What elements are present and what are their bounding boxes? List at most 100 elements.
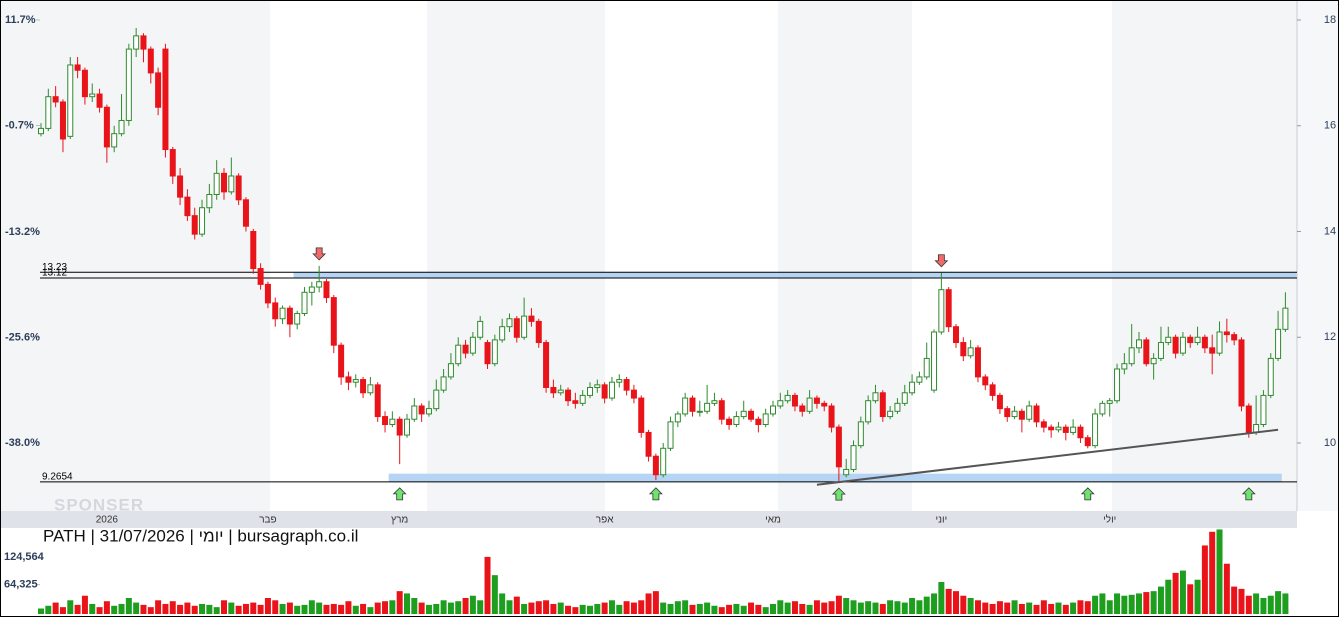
candle-body [367, 384, 374, 394]
volume-bar [191, 605, 198, 614]
volume-bar [184, 602, 191, 614]
candle-body [103, 106, 110, 148]
volume-bar [477, 600, 484, 614]
volume-bar [74, 604, 81, 614]
candle-body [616, 379, 623, 383]
volume-bar [543, 600, 550, 614]
volume-bar [733, 603, 740, 614]
volume-bar [916, 600, 923, 614]
y2-tick-label: -25.6% [5, 331, 40, 343]
candle-body [682, 397, 689, 415]
volume-bar [213, 607, 220, 614]
candle-body [704, 402, 711, 412]
volume-bar [696, 603, 703, 614]
candle-body [1040, 421, 1047, 428]
volume-bar [1282, 593, 1289, 614]
volume-bar [850, 600, 857, 614]
volume-bar [630, 602, 637, 614]
volume-bar [726, 604, 733, 614]
volume-bar [953, 591, 959, 614]
volume-bar [1128, 594, 1135, 614]
candle-body [1143, 339, 1150, 365]
candle-body [396, 418, 403, 436]
volume-bar [228, 602, 235, 614]
level-label: 13.23 [42, 262, 67, 273]
y-tick-label: 14 [1324, 225, 1336, 237]
x-tick-label: פבר [259, 515, 276, 526]
candle-body [213, 172, 220, 196]
volume-bar [352, 605, 359, 614]
volume-bar [1055, 602, 1062, 614]
candle-body [835, 426, 842, 468]
candle-body [565, 389, 572, 402]
buy-arrow [1241, 487, 1256, 501]
volume-bar [1245, 595, 1252, 614]
candle-body [279, 307, 286, 320]
volume-bar [155, 600, 162, 614]
volume-bar [1187, 584, 1194, 614]
candle-body [162, 48, 169, 151]
candle-body [484, 342, 491, 365]
volume-bar [748, 602, 755, 614]
volume-bar [843, 598, 850, 614]
candle-body [330, 297, 337, 346]
volume-bar [974, 600, 981, 614]
candle-body [455, 344, 462, 365]
volume-bar [587, 605, 593, 614]
candle-body [1216, 331, 1223, 354]
candle-body [608, 381, 615, 399]
volume-bar [791, 601, 798, 614]
volume-tick-label: 64,325 [4, 579, 38, 591]
candle-body [1026, 405, 1033, 420]
y2-tick-label: -38.0% [5, 437, 40, 449]
candle-body [1136, 339, 1142, 349]
candle-body [491, 339, 498, 365]
candle-body [411, 405, 418, 420]
candle-body [155, 72, 162, 108]
volume-bar [1267, 595, 1274, 614]
shade [427, 1, 605, 511]
y-tick-label: 16 [1324, 120, 1336, 132]
y2-tick-label: -13.2% [5, 226, 40, 238]
volume-bar [513, 596, 520, 614]
volume-bar [447, 602, 454, 614]
candle-body [374, 384, 381, 418]
volume-bar [996, 601, 1003, 614]
volume-bar [235, 605, 242, 614]
volume-bar [689, 604, 696, 614]
candle-body [1092, 413, 1099, 447]
volume-bar [1150, 591, 1157, 614]
volume-bar [382, 601, 389, 614]
volume-bar [594, 603, 601, 614]
volume-bar [286, 602, 293, 614]
volume-bar [828, 601, 835, 614]
candle-body [1165, 336, 1172, 344]
candle-body [938, 289, 945, 333]
candle-body [242, 199, 249, 227]
volume-bar [682, 600, 689, 614]
candle-body [1055, 426, 1062, 431]
volume-bar [1084, 601, 1091, 614]
candle-body [623, 379, 630, 391]
buy-arrow [392, 487, 407, 501]
candle-body [953, 326, 959, 344]
volume-bar [1018, 603, 1025, 614]
volume-bar [565, 605, 572, 614]
candle-body [543, 342, 550, 388]
candle-body [996, 394, 1003, 410]
volume-bar [1092, 595, 1099, 614]
volume-bar [718, 607, 725, 614]
candle-body [52, 96, 59, 103]
volume-bar [272, 600, 279, 614]
volume-bar [1179, 570, 1186, 614]
candle-body [967, 347, 974, 357]
volume-bar [923, 596, 930, 614]
volume-bar [323, 604, 330, 614]
volume-bar [821, 602, 828, 614]
candle-body [1267, 357, 1274, 396]
volume-bar [945, 588, 952, 614]
candle-body [1011, 410, 1018, 418]
buy-arrow [831, 487, 846, 501]
